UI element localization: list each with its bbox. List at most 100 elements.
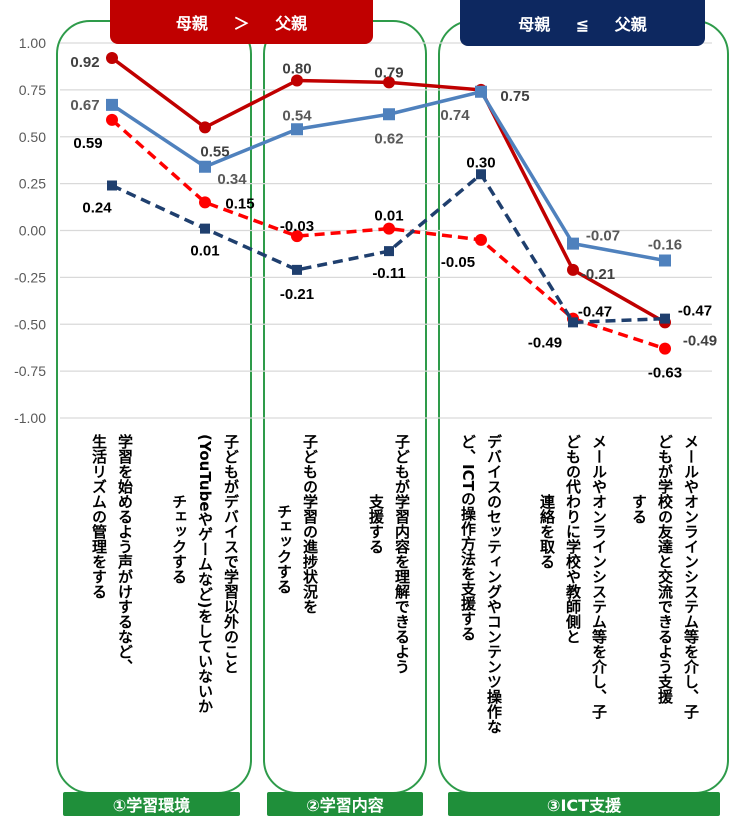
y-tick-label: 0.25 [19, 176, 46, 192]
data-point-marker [476, 169, 486, 180]
category-label-line: チェックする [170, 494, 188, 584]
data-point [106, 113, 118, 126]
y-tick-label: 1.00 [19, 35, 46, 51]
group-label-ict-support: ③ICT支援 [448, 792, 720, 816]
data-label: 0.74 [440, 107, 470, 124]
y-tick-label: 0.50 [19, 129, 46, 145]
category-label-line: 学習を始めるよう声がけするなど、 [116, 434, 134, 674]
data-label: 0.01 [374, 208, 403, 225]
category-label-line: 子どもが学習内容を理解できるよう [393, 434, 411, 674]
data-label: -0.05 [441, 254, 475, 271]
data-label: -0.49 [528, 334, 562, 351]
data-label: 0.01 [190, 243, 219, 260]
data-point [199, 196, 211, 209]
y-tick-label: 0.00 [19, 223, 46, 239]
y-tick-label: -0.25 [14, 269, 46, 285]
banner-mother-greater: 母親 ＞ 父親 [110, 0, 373, 44]
data-label: 0.54 [282, 107, 312, 124]
category-label-line: 子どもの学習の進捗状況を [301, 434, 319, 614]
data-point [292, 264, 302, 275]
banner-mother-less-equal: 母親 ≦ 父親 [460, 0, 705, 46]
y-tick-label: -0.50 [14, 316, 46, 332]
category-label-line: チェックする [275, 504, 293, 594]
data-point [291, 74, 303, 87]
category-label-line: ど、ICTの操作方法を支援する [459, 434, 477, 641]
data-label: -0.07 [586, 228, 620, 245]
category-label-line: メールやオンラインシステム等を介し、子 [682, 434, 700, 719]
data-label: 0.34 [217, 171, 247, 188]
category-label-line: どもが学校の友達と交流できるよう支援 [656, 434, 674, 704]
data-label: 0.59 [73, 135, 102, 152]
data-label: 0.79 [374, 64, 403, 81]
data-label: 0.30 [466, 154, 495, 171]
category-label-line: 連絡を取る [538, 494, 556, 569]
data-point-marker [200, 223, 210, 234]
data-point [660, 313, 670, 324]
data-point [199, 121, 211, 134]
data-point [200, 223, 210, 234]
category-label: デバイスのセッティングやコンテンツ操作な ど、ICTの操作方法を支援する [455, 434, 507, 734]
data-point [106, 52, 118, 64]
data-label: 0.62 [374, 130, 403, 147]
data-point-marker [292, 264, 302, 275]
data-label: -0.03 [280, 218, 314, 235]
data-point [567, 263, 579, 276]
category-label-line: どもの代わりに学校や教師側と [564, 434, 582, 644]
data-point [107, 180, 117, 191]
data-point-marker [384, 246, 394, 257]
category-label-line: 子どもがデバイスで学習以外のこと [222, 434, 240, 674]
data-point [106, 98, 118, 111]
category-label: 子どもの学習の進捗状況を チェックする [271, 434, 323, 614]
group-label-learning-environment: ①学習環境 [63, 792, 240, 816]
category-label-line: 支援する [367, 494, 385, 554]
data-label: -0.47 [578, 304, 612, 321]
data-point [475, 233, 487, 246]
data-point-marker [660, 313, 670, 324]
data-label: 0.67 [70, 97, 99, 114]
data-label: -0.21 [280, 286, 314, 303]
category-label: メールやオンラインシステム等を介し、子 どもの代わりに学校や教師側と 連絡を取る [534, 434, 612, 719]
data-point [659, 342, 671, 355]
data-point [476, 169, 486, 180]
y-tick-label: 0.75 [19, 82, 46, 98]
category-label: 子どもがデバイスで学習以外のこと (YouTubeやゲームなど)をしていないか チェ… [166, 434, 244, 713]
category-label: メールやオンラインシステム等を介し、子 どもが学校の友達と交流できるよう支援 する [626, 434, 704, 719]
data-label: -0.63 [648, 365, 682, 382]
category-label-line: (YouTubeやゲームなど)をしていないか [196, 434, 214, 714]
data-point-marker [107, 180, 117, 191]
y-tick-label: -1.00 [14, 410, 46, 426]
data-point [568, 317, 578, 328]
category-label-line: デバイスのセッティングやコンテンツ操作な [485, 434, 503, 734]
data-label: 0.92 [70, 54, 99, 71]
category-label: 子どもが学習内容を理解できるよう 支援する [363, 434, 415, 674]
data-label: -0.47 [678, 303, 712, 320]
data-point [567, 237, 579, 250]
data-point [383, 222, 395, 235]
data-label: 0.24 [82, 200, 112, 217]
data-label: 0.80 [282, 61, 311, 78]
data-label: -0.21 [581, 266, 615, 283]
category-label-line: 生活リズムの管理をする [90, 434, 108, 599]
data-point [384, 246, 394, 257]
data-label: 0.15 [225, 195, 254, 212]
data-point-marker [568, 317, 578, 328]
category-label-line: メールやオンラインシステム等を介し、子 [590, 434, 608, 719]
data-label: -0.49 [683, 332, 717, 349]
data-label: -0.11 [372, 265, 405, 282]
y-tick-label: -0.75 [14, 363, 46, 379]
data-label: -0.16 [648, 237, 682, 254]
data-point [383, 76, 395, 89]
data-point [659, 254, 671, 267]
data-label: 0.55 [200, 143, 229, 160]
data-point [475, 85, 487, 98]
category-label: 学習を始めるよう声がけするなど、 生活リズムの管理をする [86, 434, 138, 674]
data-point [291, 230, 303, 243]
data-point [383, 108, 395, 121]
group-label-learning-content: ②学習内容 [267, 792, 423, 816]
data-point [199, 160, 211, 173]
data-label: 0.75 [500, 88, 529, 105]
category-label-line: する [630, 494, 648, 524]
data-point [291, 123, 303, 136]
